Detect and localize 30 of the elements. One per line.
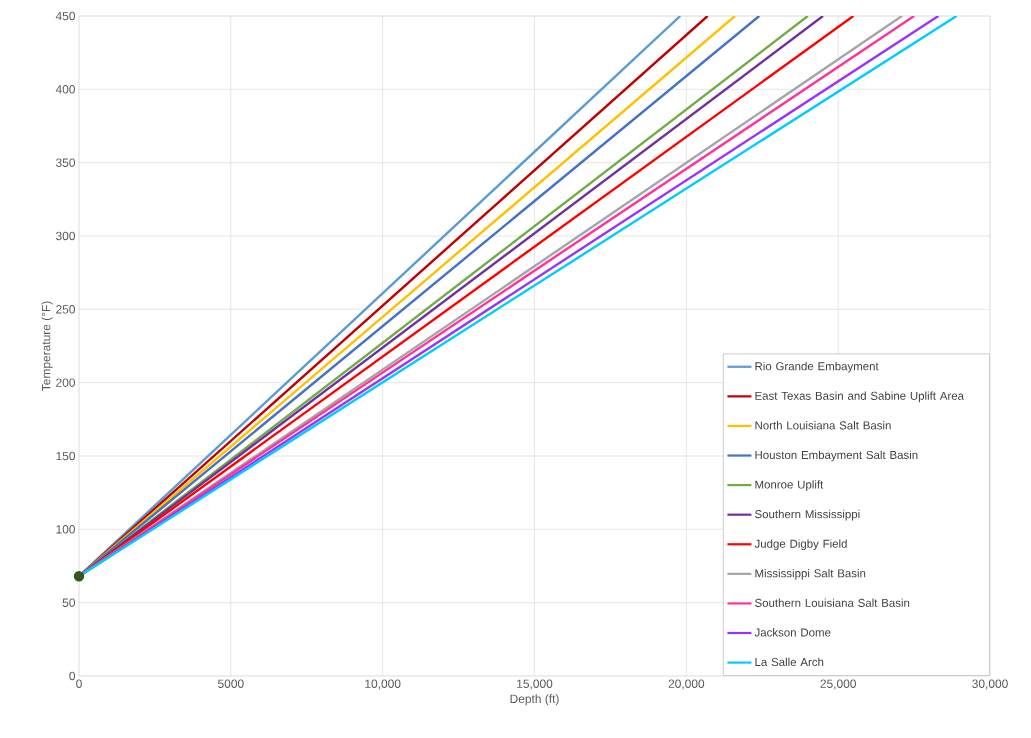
x-tick-label: 20,000 <box>668 679 705 690</box>
legend-label: Jackson Dome <box>754 628 831 637</box>
x-tick-label: 30,000 <box>972 679 1008 690</box>
x-tick-label: 15,000 <box>517 679 553 690</box>
y-tick-label: 200 <box>56 378 76 387</box>
legend-label: La Salle Arch <box>755 657 824 667</box>
y-tick-label: 0 <box>69 671 76 681</box>
y-axis-title: Temperature (°F) <box>41 301 53 391</box>
x-tick-label: 25,000 <box>820 679 856 690</box>
legend-label: Rio Grande Embayment <box>755 361 879 373</box>
x-tick-label: 10,000 <box>365 679 401 690</box>
legend-label: Mississippi Salt Basin <box>755 568 866 580</box>
y-tick-label: 350 <box>55 158 76 167</box>
y-tick-label: 250 <box>56 305 76 314</box>
y-tick-label: 150 <box>56 451 76 461</box>
legend-label: Monroe Uplift <box>755 480 824 491</box>
legend-label: Southern Mississippi <box>755 509 860 521</box>
legend-label: Judge Digby Field <box>754 539 847 551</box>
y-tick-label: 400 <box>55 85 76 94</box>
y-tick-label: 50 <box>62 598 76 607</box>
x-tick-label: 5000 <box>218 679 244 688</box>
y-tick-label: 100 <box>56 525 76 534</box>
legend-label: Southern Louisiana Salt Basin <box>755 598 910 607</box>
legend-label: East Texas Basin and Sabine Uplift Area <box>755 391 964 403</box>
x-tick-label: 0 <box>76 679 82 688</box>
x-axis-title: Depth (ft) <box>510 694 559 706</box>
y-tick-label: 300 <box>55 231 76 241</box>
legend-label: North Louisiana Salt Basin <box>755 421 891 430</box>
legend-label: Houston Embayment Salt Basin <box>755 450 918 462</box>
y-tick-label: 450 <box>55 11 76 21</box>
